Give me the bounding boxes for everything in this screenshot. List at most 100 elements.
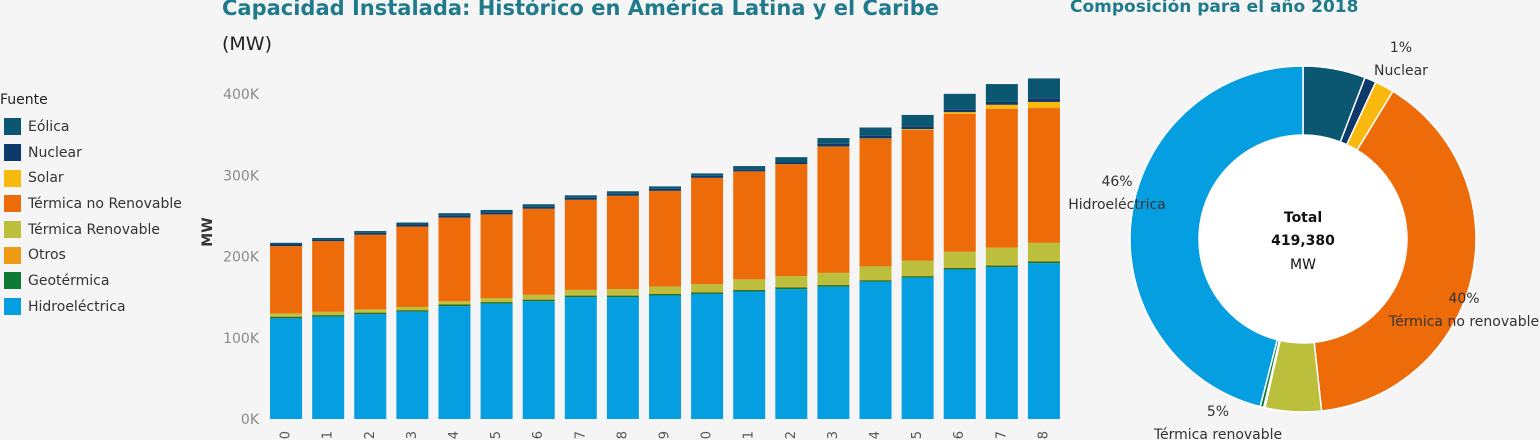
bar-segment-termica-no-renovable-2012[interactable] xyxy=(775,164,808,277)
bar-segment-termica-renovable-2010[interactable] xyxy=(691,284,724,292)
bar-segment-otros-2011[interactable] xyxy=(733,289,766,290)
bar-segment-hidroelectrica-2009[interactable] xyxy=(649,295,681,419)
bar-segment-otros-2008[interactable] xyxy=(606,294,639,296)
bar-segment-hidroelectrica-2008[interactable] xyxy=(606,297,639,419)
bar-segment-hidroelectrica-2017[interactable] xyxy=(985,267,1018,419)
bar-segment-termica-renovable-2009[interactable] xyxy=(649,286,681,294)
bar-segment-hidroelectrica-2003[interactable] xyxy=(396,311,429,419)
bar-segment-otros-2014[interactable] xyxy=(859,279,892,281)
bar-segment-nuclear-2010[interactable] xyxy=(691,175,724,178)
bar-segment-hidroelectrica-2011[interactable] xyxy=(733,291,766,419)
bar-segment-termica-no-renovable-2016[interactable] xyxy=(943,113,976,252)
bar-segment-nuclear-2004[interactable] xyxy=(438,215,471,218)
bar-segment-eolica-2003[interactable] xyxy=(396,222,429,225)
bar-segment-geotermica-2010[interactable] xyxy=(691,292,724,294)
bar-segment-eolica-2011[interactable] xyxy=(733,166,766,170)
bar-segment-termica-no-renovable-2001[interactable] xyxy=(312,241,345,312)
legend-item-hidroelectrica[interactable]: Hidroeléctrica xyxy=(0,294,182,320)
bar-segment-geotermica-2007[interactable] xyxy=(564,295,597,298)
bar-segment-termica-no-renovable-2003[interactable] xyxy=(396,226,429,307)
bar-segment-termica-renovable-2004[interactable] xyxy=(438,301,471,304)
bar-segment-hidroelectrica-2006[interactable] xyxy=(522,301,555,419)
bar-segment-hidroelectrica-2002[interactable] xyxy=(354,314,387,419)
bar-segment-hidroelectrica-2013[interactable] xyxy=(817,286,850,419)
bar-segment-nuclear-2002[interactable] xyxy=(354,232,387,235)
bar-segment-eolica-2015[interactable] xyxy=(901,114,934,127)
bar-segment-eolica-2001[interactable] xyxy=(312,237,345,240)
bar-segment-nuclear-2005[interactable] xyxy=(480,212,513,215)
bar-segment-eolica-2013[interactable] xyxy=(817,138,850,144)
bar-segment-hidroelectrica-2010[interactable] xyxy=(691,293,724,419)
bar-segment-geotermica-2005[interactable] xyxy=(480,302,513,304)
bar-segment-geotermica-2016[interactable] xyxy=(943,267,976,270)
bar-segment-otros-2015[interactable] xyxy=(901,275,934,277)
bar-segment-termica-no-renovable-2002[interactable] xyxy=(354,234,387,310)
bar-segment-otros-2012[interactable] xyxy=(775,286,808,288)
bar-segment-hidroelectrica-2000[interactable] xyxy=(270,318,303,419)
bar-segment-termica-renovable-2011[interactable] xyxy=(733,279,766,290)
legend-item-nuclear[interactable]: Nuclear xyxy=(0,140,182,166)
bar-segment-nuclear-2012[interactable] xyxy=(775,162,808,165)
bar-segment-otros-2000[interactable] xyxy=(270,315,303,317)
bar-segment-termica-no-renovable-2010[interactable] xyxy=(691,177,724,285)
legend-item-otros[interactable]: Otros xyxy=(0,242,182,268)
bar-segment-termica-renovable-2015[interactable] xyxy=(901,260,934,276)
bar-segment-hidroelectrica-2005[interactable] xyxy=(480,303,513,419)
bar-segment-hidroelectrica-2001[interactable] xyxy=(312,316,345,419)
bar-segment-geotermica-2002[interactable] xyxy=(354,312,387,315)
legend-item-solar[interactable]: Solar xyxy=(0,165,182,191)
bar-segment-termica-no-renovable-2014[interactable] xyxy=(859,138,892,267)
bar-segment-geotermica-2015[interactable] xyxy=(901,276,934,278)
bar-segment-termica-no-renovable-2008[interactable] xyxy=(606,195,639,290)
bar-segment-nuclear-2003[interactable] xyxy=(396,224,429,227)
bar-segment-nuclear-2007[interactable] xyxy=(564,197,597,200)
bar-segment-termica-renovable-2001[interactable] xyxy=(312,311,345,315)
donut-slice-termica-no-renovable[interactable] xyxy=(1313,90,1477,412)
bar-segment-eolica-2017[interactable] xyxy=(985,84,1018,102)
bar-segment-termica-no-renovable-2004[interactable] xyxy=(438,217,471,302)
legend-item-geotermica[interactable]: Geotérmica xyxy=(0,268,182,294)
bar-segment-termica-renovable-2003[interactable] xyxy=(396,306,429,310)
bar-segment-eolica-2008[interactable] xyxy=(606,191,639,194)
bar-segment-geotermica-2004[interactable] xyxy=(438,304,471,307)
bar-segment-termica-renovable-2014[interactable] xyxy=(859,266,892,280)
bar-segment-hidroelectrica-2015[interactable] xyxy=(901,277,934,419)
donut-slice-hidroelectrica[interactable] xyxy=(1129,65,1304,408)
legend-item-eolica[interactable]: Eólica xyxy=(0,114,182,140)
bar-segment-hidroelectrica-2014[interactable] xyxy=(859,281,892,419)
bar-segment-otros-2001[interactable] xyxy=(312,314,345,316)
bar-segment-geotermica-2011[interactable] xyxy=(733,289,766,292)
bar-segment-solar-2018[interactable] xyxy=(1027,101,1060,109)
bar-segment-hidroelectrica-2007[interactable] xyxy=(564,297,597,419)
bar-segment-termica-renovable-2012[interactable] xyxy=(775,276,808,287)
bar-segment-otros-2017[interactable] xyxy=(985,264,1018,266)
bar-segment-termica-no-renovable-2005[interactable] xyxy=(480,214,513,299)
bar-segment-otros-2010[interactable] xyxy=(691,291,724,293)
bar-segment-termica-renovable-2013[interactable] xyxy=(817,272,850,285)
bar-segment-otros-2005[interactable] xyxy=(480,301,513,303)
bar-segment-termica-renovable-2018[interactable] xyxy=(1027,242,1060,261)
bar-segment-geotermica-2008[interactable] xyxy=(606,295,639,298)
bar-segment-nuclear-2009[interactable] xyxy=(649,188,681,191)
bar-segment-nuclear-2008[interactable] xyxy=(606,193,639,196)
bar-segment-otros-2018[interactable] xyxy=(1027,260,1060,262)
bar-segment-eolica-2014[interactable] xyxy=(859,127,892,136)
bar-segment-geotermica-2012[interactable] xyxy=(775,287,808,290)
bar-segment-eolica-2000[interactable] xyxy=(270,242,303,245)
bar-segment-geotermica-2006[interactable] xyxy=(522,299,555,302)
bar-segment-geotermica-2014[interactable] xyxy=(859,280,892,282)
bar-segment-eolica-2016[interactable] xyxy=(943,93,976,110)
bar-segment-nuclear-2015[interactable] xyxy=(901,126,934,130)
bar-segment-nuclear-2000[interactable] xyxy=(270,244,303,247)
bar-segment-termica-renovable-2008[interactable] xyxy=(606,289,639,295)
bar-segment-otros-2013[interactable] xyxy=(817,284,850,286)
bar-segment-eolica-2010[interactable] xyxy=(691,173,724,176)
bar-segment-otros-2002[interactable] xyxy=(354,311,387,313)
bar-segment-eolica-2009[interactable] xyxy=(649,186,681,189)
bar-segment-geotermica-2009[interactable] xyxy=(649,293,681,296)
bar-segment-termica-renovable-2016[interactable] xyxy=(943,251,976,268)
bar-segment-otros-2009[interactable] xyxy=(649,293,681,294)
bar-segment-termica-renovable-2005[interactable] xyxy=(480,298,513,302)
bar-segment-nuclear-2011[interactable] xyxy=(733,169,766,172)
bar-segment-geotermica-2018[interactable] xyxy=(1027,261,1060,264)
